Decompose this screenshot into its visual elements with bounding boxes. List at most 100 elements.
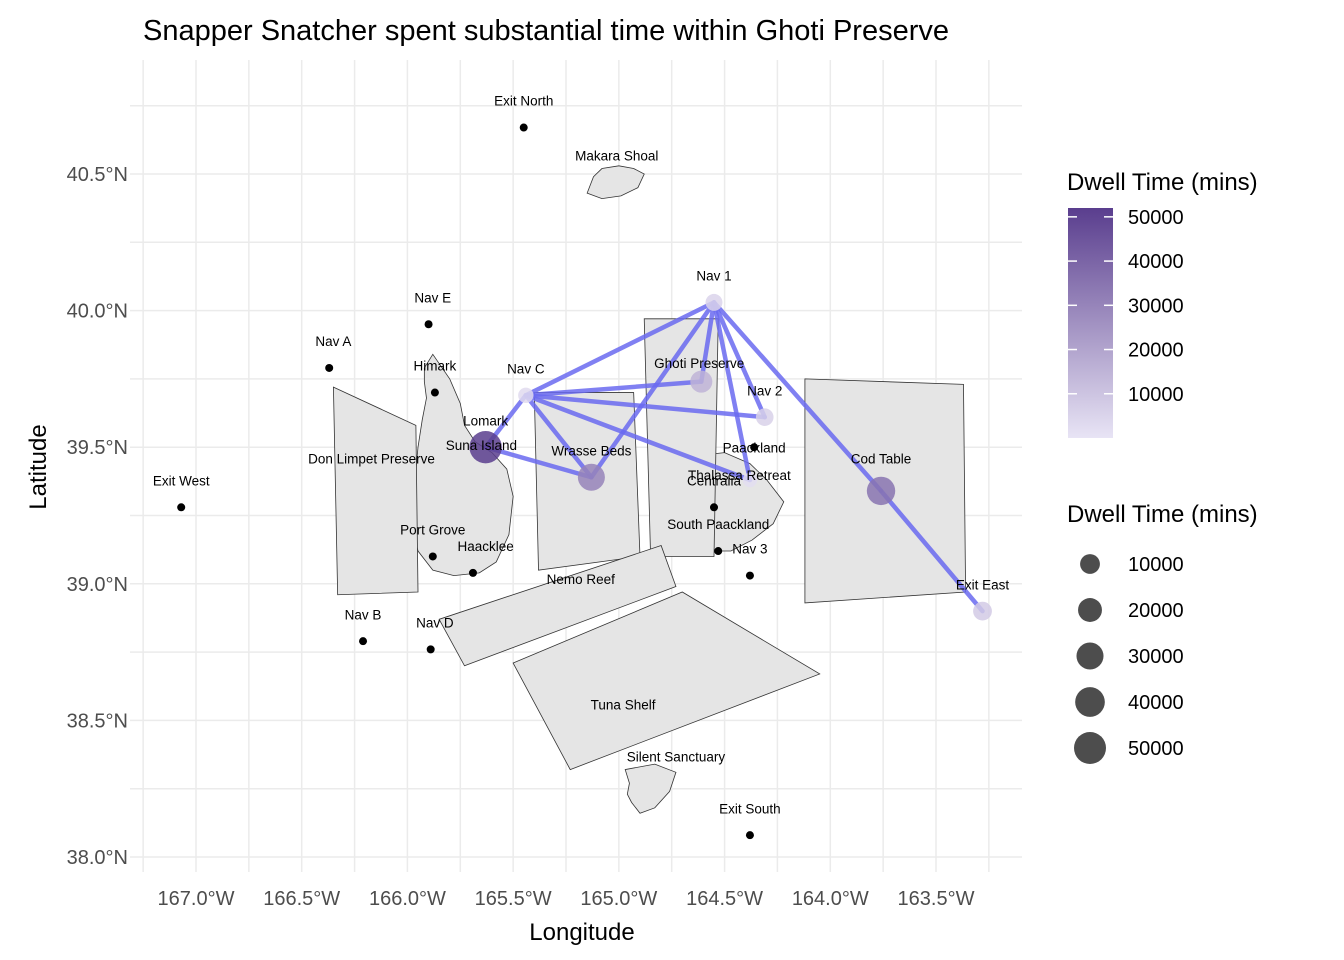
movement-paths	[483, 300, 985, 614]
dwell-point-nav-2	[755, 408, 774, 426]
size-legend-label: 30000	[1128, 646, 1184, 668]
x-tick-label: 166.5°W	[263, 888, 340, 910]
dwell-point-nav-1	[705, 293, 723, 311]
color-legend-label: 40000	[1128, 251, 1184, 273]
dwell-point-ghoti-preserve	[690, 370, 713, 393]
x-tick-label: 167.0°W	[158, 888, 235, 910]
place-label-nav-a: Nav A	[315, 334, 351, 349]
region-label-thalassa-retreat: Thalassa Retreat	[688, 468, 791, 483]
size-legend-key	[1076, 642, 1104, 670]
place-marker-himark	[430, 388, 439, 397]
region-silent-sanctuary	[624, 763, 677, 814]
place-marker-nav-d	[426, 645, 435, 654]
path-segment-nav-1-to-cod-table	[711, 300, 884, 494]
place-label-south-paackland: South Paackland	[667, 517, 769, 532]
plot-title: Snapper Snatcher spent substantial time …	[143, 15, 949, 47]
path-segment-nav-c-to-nav-2	[523, 393, 767, 420]
path-segment-nav-1-to-nav-2	[711, 300, 767, 420]
dwell-point-cod-table	[866, 476, 896, 506]
path-segment-nav-c-to-wrasse-beds	[523, 393, 594, 480]
x-tick-label: 164.5°W	[686, 888, 763, 910]
color-legend-label: 50000	[1128, 207, 1184, 229]
size-legend-key	[1080, 554, 1100, 574]
region-label-don-limpet-preserve: Don Limpet Preserve	[308, 452, 435, 467]
dwell-points	[469, 293, 992, 621]
size-legend-label: 20000	[1128, 600, 1184, 622]
place-marker-paackland	[750, 443, 759, 452]
region-label-suna-island: Suna Island	[446, 438, 517, 453]
place-label-nav-3: Nav 3	[732, 542, 767, 557]
y-tick-label: 39.5°N	[67, 437, 128, 459]
x-tick-label: 163.5°W	[898, 888, 975, 910]
y-tick-label: 38.5°N	[67, 710, 128, 732]
color-legend-title: Dwell Time (mins)	[1067, 169, 1258, 196]
region-label-ghoti-preserve: Ghoti Preserve	[654, 356, 744, 371]
place-label-nav-d: Nav D	[416, 616, 454, 631]
region-label-makara-shoal: Makara Shoal	[575, 148, 658, 163]
place-label-paackland: Paackland	[723, 441, 786, 456]
size-legend-key	[1074, 732, 1106, 764]
place-marker-exit-west	[177, 503, 186, 512]
path-segment-nav-c-to-nav-1	[523, 300, 717, 398]
size-legend-label: 10000	[1128, 554, 1184, 576]
place-label-exit-south: Exit South	[719, 801, 781, 816]
region-nemo-reef	[438, 545, 677, 667]
dwell-point-thalassa-retreat	[742, 472, 758, 488]
place-marker-exit-north	[519, 123, 528, 132]
path-segment-nav-c-to-ghoti-preserve	[523, 379, 704, 398]
color-legend-label: 30000	[1128, 295, 1184, 317]
region-label-tuna-shelf: Tuna Shelf	[591, 697, 656, 712]
color-legend-bar	[1068, 208, 1113, 438]
place-label-haacklee: Haacklee	[458, 539, 514, 554]
region-tuna-shelf	[512, 591, 821, 771]
region-label-cod-table: Cod Table	[851, 452, 912, 467]
color-legend-label: 20000	[1128, 340, 1184, 362]
place-label-port-grove: Port Grove	[400, 523, 465, 538]
place-marker-exit-south	[745, 831, 754, 840]
y-tick-label: 40.0°N	[67, 301, 128, 323]
size-legend-title: Dwell Time (mins)	[1067, 501, 1258, 528]
region-don-limpet-preserve	[333, 386, 419, 596]
size-legend-label: 40000	[1128, 692, 1184, 714]
size-legend-key	[1075, 687, 1105, 717]
y-tick-label: 40.5°N	[67, 164, 128, 186]
place-label-nav-e: Nav E	[414, 290, 451, 305]
place-label-nav-b: Nav B	[345, 607, 382, 622]
point-label-nav-c: Nav C	[507, 361, 545, 376]
region-label-nemo-reef: Nemo Reef	[547, 572, 616, 587]
place-marker-centralia	[710, 503, 718, 512]
path-segment-nav-1-to-ghoti-preserve	[699, 300, 717, 384]
place-label-exit-north: Exit North	[494, 94, 553, 109]
place-marker-haacklee	[468, 568, 477, 577]
y-tick-label: 38.0°N	[67, 847, 128, 869]
place-marker-nav-a	[325, 363, 334, 372]
dwell-point-exit-east	[973, 601, 992, 621]
place-label-exit-west: Exit West	[153, 473, 210, 488]
axis-ticks: 167.0°W 166.5°W 166.0°W 165.5°W 165.0°W 164.5…	[67, 164, 975, 910]
dwell-point-nav-c	[518, 387, 534, 403]
place-marker-nav-e	[424, 320, 433, 329]
size-legend: Dwell Time (mins) 10000 20000 30000 40000 50…	[1067, 501, 1258, 764]
x-tick-label: 165.0°W	[580, 888, 657, 910]
size-legend-label: 50000	[1128, 738, 1184, 760]
place-marker-nav-3	[745, 571, 754, 580]
point-label-nav-2: Nav 2	[747, 383, 782, 398]
color-legend: Dwell Time (mins) 50000 40000 30000 20000 10…	[1067, 169, 1258, 438]
x-axis-title: Longitude	[529, 919, 634, 946]
x-tick-label: 164.0°W	[792, 888, 869, 910]
region-label-wrasse-beds: Wrasse Beds	[551, 443, 631, 458]
color-legend-label: 10000	[1128, 384, 1184, 406]
size-legend-key	[1078, 598, 1102, 622]
y-axis-title: Latitude	[25, 424, 52, 509]
place-marker-nav-b	[359, 637, 368, 646]
region-makara-shoal	[586, 165, 645, 199]
region-suna-island	[409, 353, 514, 577]
dwell-point-lomark	[469, 430, 502, 464]
place-marker-port-grove	[428, 552, 437, 561]
places	[177, 123, 759, 840]
path-segment-wrasse-beds-to-nav-1	[589, 300, 717, 480]
point-label-lomark: Lomark	[463, 413, 508, 428]
path-segment-nav-c-to-thalassa-retreat	[523, 393, 753, 483]
place-label-centralia: Centralia	[687, 473, 742, 488]
